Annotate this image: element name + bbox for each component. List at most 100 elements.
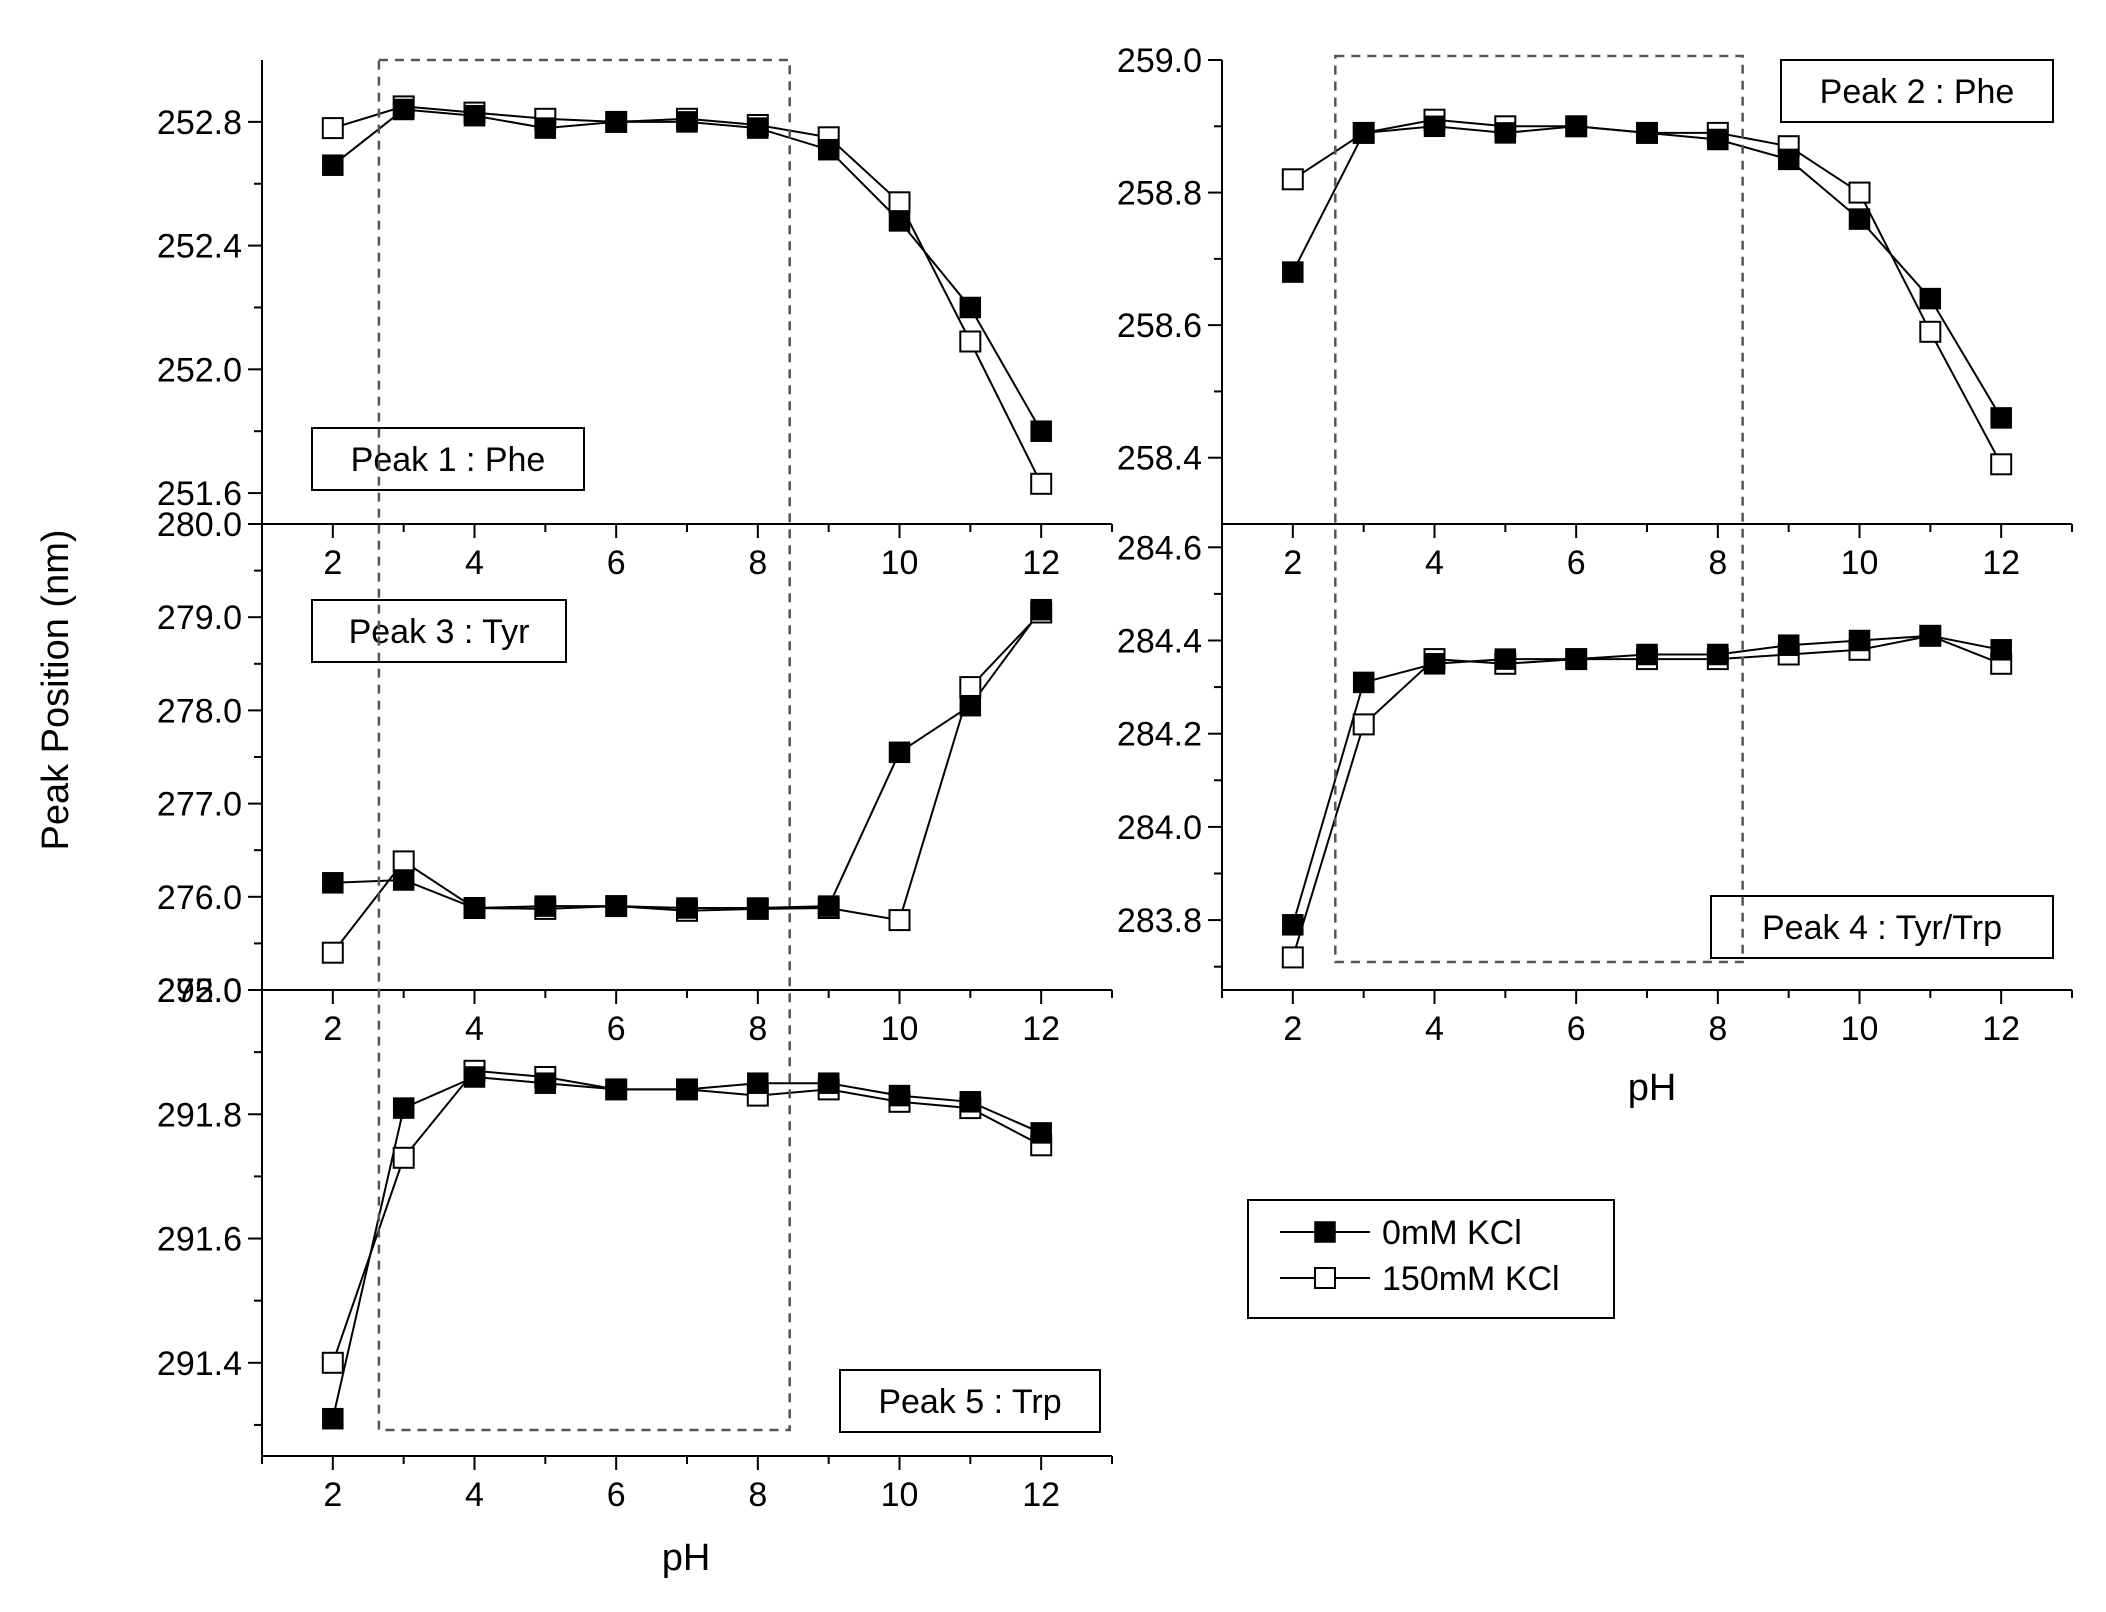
panel-peak-3-tyr-150mm-kcl-point-ph2 (321, 941, 344, 964)
panel-peak-5-trp-ytick-label-3: 292.0 (157, 972, 242, 1010)
panel-peak-2-phe-0mm-kcl-point-ph2 (1282, 261, 1304, 283)
panel-peak-4-tyr-trp-ytick-label-1: 284.0 (1117, 809, 1202, 847)
panel-peak-2-phe-150mm-kcl-point-ph11 (1919, 320, 1942, 343)
panel-peak-3-tyr-0mm-kcl-point-ph7 (676, 897, 698, 919)
panel-peak-1-phe-0mm-kcl-point-ph12 (1030, 420, 1052, 442)
panel-peak-1-phe-0mm-kcl-point-ph11 (959, 296, 982, 319)
panel-peak-5-trp-0mm-kcl-point-ph10 (888, 1084, 911, 1107)
panel-peak-3-tyr-xtick-label-4: 4 (465, 1010, 484, 1048)
panel-peak-1-phe-xtick-label-4: 4 (465, 544, 484, 582)
panel-peak-2-phe-ytick-label-3: 259.0 (1117, 42, 1202, 80)
panel-peak-1-phe-150mm-kcl-point-ph2 (321, 117, 344, 140)
panel-peak-2-phe-0mm-kcl-point-ph12 (1990, 407, 2012, 429)
panel-peak-1-phe-0mm-kcl-point-ph10 (888, 210, 911, 232)
panel-peak-2-phe-xtick-label-12: 12 (1982, 544, 2020, 582)
panel-peak-4-tyr-trp-ytick-label-2: 284.2 (1117, 716, 1202, 754)
panel-peak-1-phe-150mm-kcl-point-ph11 (959, 330, 982, 353)
panels-group: 2 4 6 8 10 12 251.6 252.0 252.4 252.8 Peak 1 : Phe… (157, 42, 2073, 1514)
panel-peak-4-tyr-trp-ytick-label-4: 284.6 (1117, 529, 1202, 567)
panel-peak-5-trp: 2 4 6 8 10 12 291.4 291.6 291.8 292.0 Peak 5 : Trp (157, 972, 1113, 1514)
panel-peak-4-tyr-trp-0mm-kcl-line (1291, 634, 2002, 926)
panel-peak-1-phe-150mm-kcl-point-ph10 (888, 191, 911, 214)
panel-peak-1-phe-xtick-label-10: 10 (881, 544, 919, 582)
panel-peak-3-tyr-0mm-kcl-point-ph5 (534, 895, 557, 917)
panel-peak-5-trp-ytick-label-2: 291.8 (157, 1096, 242, 1134)
panel-peak-4-tyr-trp-0mm-kcl-point-ph4 (1423, 653, 1446, 675)
panel-peak-5-trp-xtick-label-2: 2 (323, 1476, 342, 1514)
panel-peak-4-tyr-trp-0mm-kcl-point-ph6 (1565, 648, 1587, 670)
panel-peak-3-tyr-0mm-kcl-point-ph9 (817, 895, 840, 917)
panel-peak-4-tyr-trp-0mm-kcl-point-ph3 (1352, 671, 1375, 694)
panel-peak-2-phe-0mm-kcl-point-ph3 (1352, 122, 1375, 144)
panel-peak-5-trp-xtick-label-8: 8 (748, 1476, 767, 1514)
panel-peak-5-trp-0mm-kcl-point-ph12 (1030, 1122, 1052, 1144)
panel-peak-3-tyr-ytick-label-1: 276.0 (157, 879, 242, 917)
panel-peak-3-tyr-label: Peak 3 : Tyr (349, 613, 530, 651)
panel-peak-5-trp-xtick-label-4: 4 (465, 1476, 484, 1514)
panel-peak-3-tyr-xtick-label-2: 2 (323, 1010, 342, 1048)
panel-peak-3-tyr-xtick-label-6: 6 (607, 1010, 626, 1048)
panel-peak-2-phe-0mm-kcl-line (1291, 125, 2003, 419)
panel-peak-5-trp-150mm-kcl-point-ph2 (321, 1351, 344, 1374)
panel-peak-2-phe-xtick-label-10: 10 (1841, 544, 1879, 582)
panel-peak-2-phe-0mm-kcl-point-ph4 (1423, 115, 1446, 138)
x-axis-title-left: pH (662, 1537, 711, 1579)
panel-peak-2-phe-xtick-label-8: 8 (1708, 544, 1727, 582)
panel-peak-1-phe-ytick-label-1: 252.0 (157, 351, 242, 389)
panel-peak-2-phe: 2 4 6 8 10 12 258.4 258.6 258.8 259.0 Peak 2 : Phe (1117, 42, 2073, 582)
panel-peak-1-phe-xtick-label-6: 6 (607, 544, 626, 582)
panel-peak-4-tyr-trp-xtick-label-8: 8 (1708, 1010, 1727, 1048)
panel-peak-2-phe-0mm-kcl-point-ph7 (1636, 122, 1658, 144)
panel-peak-4-tyr-trp-ytick-label-0: 283.8 (1117, 902, 1202, 940)
panel-peak-5-trp-0mm-kcl-point-ph7 (676, 1078, 698, 1101)
legend-marker-0mm-kcl (1314, 1221, 1336, 1243)
panel-peak-4-tyr-trp-0mm-kcl-point-ph9 (1777, 634, 1800, 656)
panel-peak-2-phe-150mm-kcl-point-ph10 (1848, 181, 1871, 204)
panel-peak-4-tyr-trp-150mm-kcl-point-ph3 (1352, 713, 1375, 736)
panel-peak-4-tyr-trp-150mm-kcl-point-ph2 (1281, 946, 1304, 969)
panel-peak-3-tyr-0mm-kcl-point-ph4 (463, 897, 486, 919)
panel-peak-1-phe-label-box (311, 427, 585, 491)
panel-peak-3-tyr-150mm-kcl-point-ph3 (392, 850, 415, 873)
panel-peak-3-tyr-150mm-kcl-point-ph10 (888, 909, 911, 932)
panel-peak-4-tyr-trp-ytick-label-3: 284.4 (1117, 623, 1202, 661)
panel-peak-5-trp-0mm-kcl-point-ph3 (392, 1097, 415, 1119)
panel-peak-4-tyr-trp-0mm-kcl-point-ph8 (1707, 643, 1729, 666)
legend-marker-150mm-kcl (1314, 1267, 1336, 1289)
panel-peak-1-phe-xtick-label-8: 8 (748, 544, 767, 582)
panel-peak-3-tyr-ytick-label-3: 278.0 (157, 692, 242, 730)
panel-peak-5-trp-0mm-kcl-line (331, 1075, 1042, 1419)
panel-peak-4-tyr-trp: 2 4 6 8 10 12 283.8 284.0 284.2 284.4 284.6 Peak 4 … (1117, 524, 2073, 1048)
panel-peak-5-trp-150mm-kcl-line (331, 1069, 1042, 1364)
panel-peak-1-phe-xtick-label-12: 12 (1022, 544, 1060, 582)
panel-peak-3-tyr-xtick-label-10: 10 (881, 1010, 919, 1048)
panel-peak-1-phe-0mm-kcl-point-ph2 (322, 154, 344, 176)
panel-peak-2-phe-0mm-kcl-point-ph9 (1777, 148, 1800, 171)
panel-peak-1-phe-label: Peak 1 : Phe (351, 441, 546, 479)
panel-peak-3-tyr: 2 4 6 8 10 12 275.0 276.0 277.0 278.0 279.0 280.0 Pe… (157, 506, 1113, 1048)
panel-peak-1-phe-ytick-label-0: 251.6 (157, 475, 242, 513)
panel-peak-2-phe-150mm-kcl-line (1292, 118, 2003, 465)
panel-peak-2-phe-xtick-label-2: 2 (1283, 544, 1302, 582)
panel-peak-5-trp-0mm-kcl-point-ph5 (534, 1072, 557, 1094)
panel-peak-1-phe-0mm-kcl-point-ph7 (676, 111, 698, 133)
panel-peak-5-trp-label-box (839, 1369, 1101, 1433)
panel-peak-3-tyr-0mm-kcl-point-ph6 (605, 895, 627, 917)
panel-peak-2-phe-150mm-kcl-point-ph12 (1990, 453, 2013, 476)
panel-peak-2-phe-0mm-kcl-point-ph11 (1919, 287, 1942, 310)
panel-peak-5-trp-ytick-label-1: 291.6 (157, 1221, 242, 1259)
panel-peak-2-phe-0mm-kcl-point-ph6 (1565, 115, 1587, 138)
panel-peak-5-trp-label: Peak 5 : Trp (878, 1383, 1061, 1421)
panel-peak-1-phe-ytick-label-3: 252.8 (157, 104, 242, 142)
panel-peak-2-phe-label-box (1780, 59, 2054, 123)
panel-peak-3-tyr-0mm-kcl-point-ph10 (888, 741, 911, 764)
panel-peak-2-phe-xtick-label-6: 6 (1567, 544, 1586, 582)
panel-peak-2-phe-label: Peak 2 : Phe (1820, 73, 2015, 111)
panel-peak-4-tyr-trp-label: Peak 4 : Tyr/Trp (1762, 909, 2002, 947)
panel-peak-4-tyr-trp-0mm-kcl-point-ph11 (1919, 625, 1942, 647)
panel-peak-1-phe-0mm-kcl-point-ph4 (463, 104, 486, 127)
panel-peak-4-tyr-trp-0mm-kcl-point-ph10 (1848, 629, 1871, 652)
panel-peak-5-trp-0mm-kcl-point-ph4 (463, 1066, 486, 1088)
panel-peak-3-tyr-ytick-label-5: 280.0 (157, 506, 242, 544)
